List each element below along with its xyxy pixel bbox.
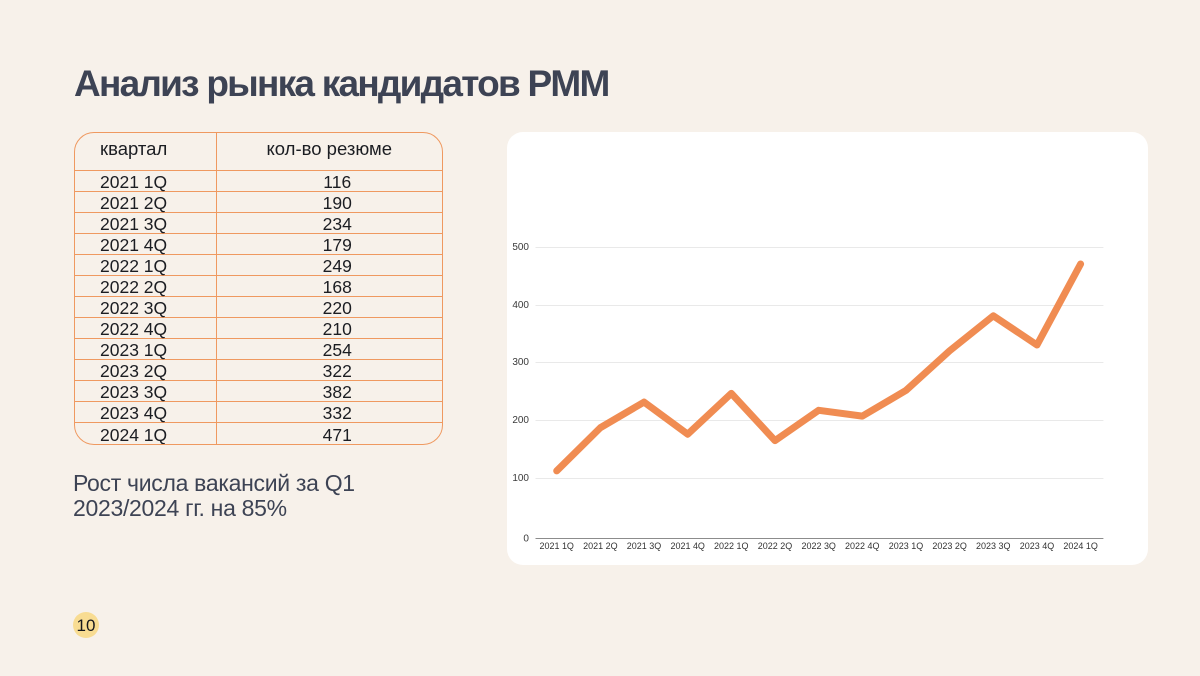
svg-text:2021 2Q: 2021 2Q (583, 541, 617, 551)
svg-text:2023 4Q: 2023 4Q (1020, 541, 1054, 551)
svg-text:300: 300 (512, 357, 529, 368)
svg-text:2022 4Q: 2022 4Q (845, 541, 879, 551)
svg-text:400: 400 (512, 300, 529, 311)
svg-text:2021 3Q: 2021 3Q (627, 541, 661, 551)
svg-text:2023 1Q: 2023 1Q (889, 541, 923, 551)
svg-text:2022 1Q: 2022 1Q (714, 541, 748, 551)
svg-text:2022 3Q: 2022 3Q (801, 541, 835, 551)
svg-text:100: 100 (512, 473, 529, 484)
svg-text:2024 1Q: 2024 1Q (1063, 541, 1097, 551)
svg-text:2023 2Q: 2023 2Q (932, 541, 966, 551)
svg-text:200: 200 (512, 415, 529, 426)
svg-text:2021 1Q: 2021 1Q (539, 541, 573, 551)
svg-text:2023 3Q: 2023 3Q (976, 541, 1010, 551)
svg-text:2021 4Q: 2021 4Q (670, 541, 704, 551)
svg-text:0: 0 (523, 533, 529, 544)
svg-text:500: 500 (512, 242, 529, 253)
svg-text:2022 2Q: 2022 2Q (758, 541, 792, 551)
